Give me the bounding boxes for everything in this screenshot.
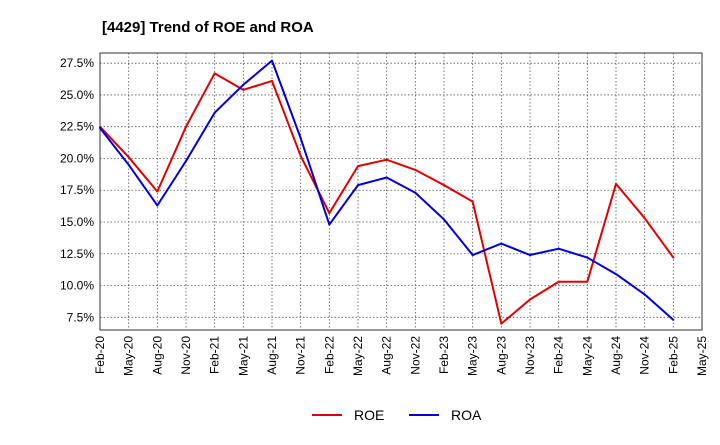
x-tick-label: May-24 (580, 336, 594, 376)
y-tick-label: 27.5% (60, 56, 94, 70)
roa-data-point (328, 223, 331, 226)
roa-data-point (586, 256, 589, 259)
roa-data-point (443, 218, 445, 221)
roe-data-point (242, 88, 245, 91)
roa-data-point (414, 191, 417, 194)
y-tick-label: 12.5% (60, 247, 94, 261)
y-tick-label: 22.5% (60, 120, 94, 134)
chart-title: [4429] Trend of ROE and ROA (102, 19, 314, 36)
roe-data-point (443, 184, 445, 187)
roe-data-point (299, 154, 302, 157)
x-tick-label: Feb-25 (666, 336, 680, 374)
roa-data-point (385, 176, 388, 179)
roe-data-point (414, 168, 417, 171)
roe-data-point (385, 158, 388, 161)
x-tick-label: Feb-22 (322, 336, 336, 374)
x-tick-label: Aug-21 (265, 336, 279, 375)
roe-data-point (500, 322, 503, 325)
roa-data-point (271, 59, 273, 62)
x-tick-label: Nov-21 (294, 336, 308, 375)
x-tick-label: Feb-24 (552, 336, 566, 374)
roe-data-point (185, 125, 187, 128)
roa-data-point (672, 318, 675, 321)
roe-data-point (357, 165, 359, 168)
roe-data-point (672, 256, 675, 259)
y-tick-label: 7.5% (67, 310, 95, 324)
roe-data-point (156, 190, 159, 193)
y-tick-label: 15.0% (60, 215, 94, 229)
x-tick-label: Aug-23 (494, 336, 508, 375)
roa-data-point (127, 163, 130, 166)
x-tick-label: Feb-20 (93, 336, 107, 374)
roe-data-point (529, 298, 531, 301)
x-tick-label: May-20 (122, 336, 136, 376)
roa-data-point (242, 83, 245, 86)
roe-data-point (213, 72, 216, 75)
roe-data-point (615, 182, 617, 185)
roa-data-point (185, 160, 187, 163)
y-tick-label: 10.0% (60, 279, 94, 293)
roa-data-point (213, 111, 216, 114)
y-tick-label: 17.5% (60, 183, 94, 197)
x-tick-label: Aug-24 (609, 336, 623, 375)
x-tick-label: Nov-20 (179, 336, 193, 375)
x-tick-label: Nov-24 (638, 336, 652, 375)
x-tick-label: May-25 (695, 336, 709, 376)
roe-data-point (586, 280, 589, 283)
roa-data-point (299, 137, 302, 140)
roa-data-point (471, 254, 474, 257)
roe-data-point (557, 280, 560, 283)
roe-data-point (643, 217, 646, 220)
roe-series-line (99, 72, 675, 325)
roa-data-point (99, 126, 101, 129)
x-tick-label: Nov-23 (523, 336, 537, 375)
roe-data-point (271, 79, 273, 82)
legend-roe-label: ROE (354, 407, 384, 423)
legend-roa-label: ROA (451, 407, 482, 423)
roa-data-point (500, 242, 503, 245)
roa-data-point (156, 204, 159, 207)
x-tick-label: May-21 (236, 336, 250, 376)
x-tick-label: Aug-22 (380, 336, 394, 375)
roa-data-point (615, 273, 617, 276)
y-tick-label: 20.0% (60, 151, 94, 165)
roe-data-point (328, 212, 331, 215)
y-tick-label: 25.0% (60, 88, 94, 102)
x-tick-label: Aug-20 (150, 336, 164, 375)
x-tick-label: Nov-22 (408, 336, 422, 375)
roa-data-point (643, 293, 646, 296)
roa-data-point (529, 254, 531, 257)
x-tick-label: Feb-23 (437, 336, 451, 374)
roa-data-point (357, 184, 359, 187)
roe-data-point (471, 200, 474, 203)
roa-data-point (557, 247, 560, 250)
x-tick-label: Feb-21 (208, 336, 222, 374)
x-tick-label: May-22 (351, 336, 365, 376)
plot-area-border (99, 52, 703, 331)
x-tick-label: May-23 (466, 336, 480, 376)
roe-data-point (127, 156, 130, 159)
